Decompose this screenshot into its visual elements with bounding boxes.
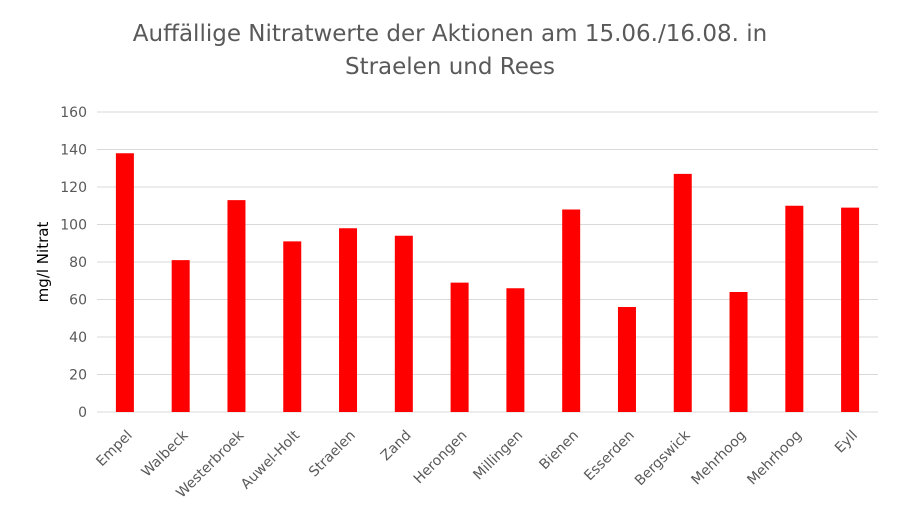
x-category-label: Zand	[378, 428, 415, 465]
chart-title: Auffällige Nitratwerte der Aktionen am 1…	[0, 18, 900, 84]
bar-7	[506, 288, 525, 412]
y-tick-label: 140	[60, 143, 87, 159]
y-tick-label: 0	[78, 405, 87, 421]
x-category-label: Empel	[93, 428, 135, 470]
bar-8	[562, 209, 581, 412]
x-category-label: Esserden	[581, 428, 638, 485]
x-category-label: Eyll	[832, 428, 861, 457]
bar-13	[841, 207, 860, 412]
y-axis-title: mg/l Nitrat	[34, 222, 52, 303]
y-tick-label: 100	[60, 218, 87, 234]
x-category-label: Mehrhoog	[689, 428, 750, 489]
x-category-label: Bergswick	[632, 427, 694, 489]
y-tick-label: 160	[60, 105, 87, 121]
x-category-label: Walbeck	[139, 427, 192, 480]
bar-4	[339, 228, 358, 412]
bar-0	[115, 153, 134, 412]
y-tick-label: 40	[69, 330, 87, 346]
y-tick-label: 20	[69, 368, 87, 384]
bars	[115, 153, 860, 412]
x-category-label: Bienen	[536, 428, 582, 474]
x-category-label: Straelen	[306, 428, 359, 481]
y-tick-label: 60	[69, 293, 87, 309]
gridlines	[97, 111, 878, 413]
bar-11	[729, 292, 748, 412]
bar-1	[171, 260, 190, 412]
bar-12	[785, 205, 804, 412]
y-tick-labels: 0 20 40 60 80 100 120 140 160	[60, 105, 87, 421]
bar-6	[450, 282, 469, 412]
x-category-label: Herongen	[411, 428, 471, 488]
x-category-label: Mehrhoog	[744, 428, 805, 489]
chart-title-line-1: Auffällige Nitratwerte der Aktionen am 1…	[132, 21, 768, 47]
x-category-label: Millingen	[470, 428, 526, 484]
x-category-label: Auwel-Holt	[238, 427, 303, 492]
y-tick-label: 80	[69, 255, 87, 271]
y-tick-label: 120	[60, 180, 87, 196]
bar-10	[673, 173, 692, 412]
bar-9	[617, 307, 636, 412]
chart-title-line-2: Straelen und Rees	[344, 54, 556, 80]
bar-5	[394, 235, 413, 412]
bar-2	[227, 200, 246, 412]
bar-3	[283, 241, 302, 412]
